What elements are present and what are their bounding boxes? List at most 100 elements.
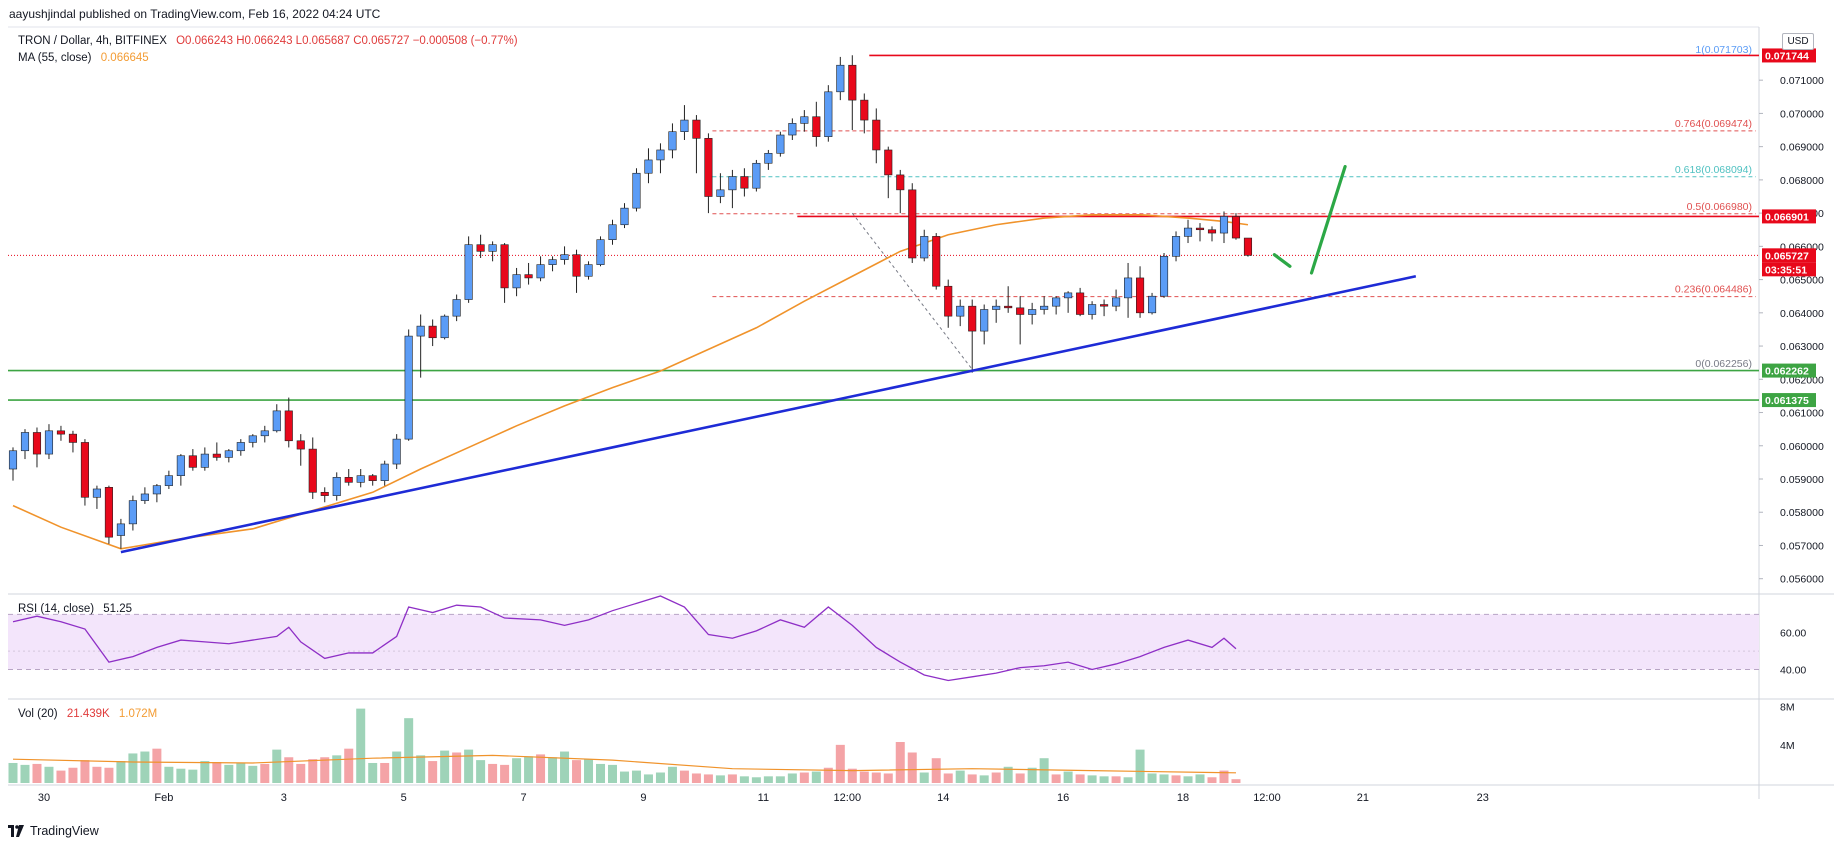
candle <box>464 236 473 303</box>
candle <box>380 460 389 486</box>
candle <box>1004 286 1013 313</box>
volume-bar <box>631 770 641 783</box>
x-tick-label: 12:00 <box>834 792 862 804</box>
candle <box>440 314 449 340</box>
candle <box>428 319 437 347</box>
rsi-label[interactable]: RSI (14, close) <box>18 603 95 615</box>
volume-bar <box>727 774 737 783</box>
candle-body <box>44 430 54 455</box>
candle <box>560 246 569 265</box>
volume-bar <box>128 753 138 783</box>
candle <box>968 299 977 373</box>
volume-bar <box>1219 770 1229 783</box>
candle-body <box>524 274 533 279</box>
symbol-label[interactable]: TRON / Dollar, 4h, BITFINEX <box>18 35 167 47</box>
x-tick-label: 3 <box>281 792 287 804</box>
volume-bar <box>260 763 270 783</box>
candle-body <box>920 236 929 259</box>
candle-body <box>512 274 521 289</box>
candle-body <box>1159 256 1169 297</box>
candle-body <box>248 435 257 443</box>
candle <box>1064 291 1073 313</box>
candle-body <box>1088 304 1097 315</box>
candle <box>1195 223 1205 242</box>
ohlc-readout: O0.066243 H0.066243 L0.065687 C0.065727 … <box>176 35 518 47</box>
candle <box>1124 262 1133 318</box>
fib-label-0: 0(0.062256) <box>1695 358 1752 370</box>
volume-bar <box>188 769 198 783</box>
volume-bar <box>356 708 366 783</box>
footer-brand[interactable]: TradingView <box>30 824 99 838</box>
fib-diagonal <box>851 212 973 370</box>
candle-body <box>152 485 161 495</box>
candle-body <box>884 149 893 176</box>
candle-body <box>716 189 725 197</box>
volume-bar <box>1003 766 1013 783</box>
volume-bar <box>8 762 18 783</box>
candle <box>740 168 749 197</box>
price-label: 0.066901 <box>1765 211 1809 223</box>
candle <box>296 434 305 466</box>
candle-body <box>872 119 881 151</box>
candle-body <box>332 477 341 496</box>
candle <box>176 454 185 486</box>
volume-bar <box>56 770 66 783</box>
candle-body <box>1136 277 1145 314</box>
volume-bar <box>787 773 797 783</box>
candle-body <box>344 477 353 483</box>
candle <box>524 262 533 285</box>
y-tick-label: 0.059000 <box>1780 474 1824 486</box>
candle-body <box>824 91 833 137</box>
candle-body <box>1004 305 1013 309</box>
candle <box>1148 292 1157 315</box>
volume-bar <box>1159 774 1169 783</box>
candle-body <box>1183 227 1193 237</box>
candle <box>8 447 18 481</box>
candle-body <box>236 442 245 452</box>
volume-value: 21.439K <box>66 708 110 720</box>
price-label-box <box>1762 209 1816 224</box>
volume-bar <box>296 763 306 783</box>
candle-body <box>548 259 557 265</box>
candle <box>752 159 761 192</box>
candle <box>164 470 173 489</box>
volume-bar <box>835 744 845 783</box>
candle-body <box>80 442 89 498</box>
volume-bar <box>655 772 665 783</box>
candle <box>788 118 797 140</box>
candle-body <box>56 430 66 435</box>
volume-bar <box>1231 779 1241 783</box>
candle <box>104 485 113 544</box>
price-label-box <box>1762 262 1816 277</box>
candle <box>908 183 917 263</box>
ma-legend: MA (55, close) 0.066645 <box>18 52 149 64</box>
candle <box>764 149 773 170</box>
volume-bar <box>524 756 534 783</box>
candle <box>152 483 161 503</box>
volume-ma-value: 1.072M <box>118 708 158 720</box>
volume-bar <box>404 718 414 783</box>
volume-bar <box>823 767 833 783</box>
price-label: 0.062262 <box>1765 366 1809 378</box>
volume-bar <box>548 757 558 783</box>
candle-body <box>272 410 281 432</box>
candle <box>512 267 521 297</box>
candle-body <box>428 325 437 339</box>
rsi-legend: RSI (14, close) 51.25 <box>18 603 132 615</box>
volume-bar <box>68 767 78 783</box>
candle <box>1171 231 1181 262</box>
candle <box>1183 219 1193 244</box>
candle-body <box>284 410 293 442</box>
candle-body <box>980 309 989 332</box>
x-tick-label: 14 <box>937 792 949 804</box>
ma-label[interactable]: MA (55, close) <box>18 52 92 64</box>
currency-button[interactable]: USD <box>1782 33 1814 50</box>
volume-label[interactable]: Vol (20) <box>18 708 58 720</box>
candle-body <box>680 119 689 132</box>
volume-bar <box>1027 767 1037 783</box>
volume-tick-label: 4M <box>1780 740 1795 752</box>
candle-body <box>92 488 101 498</box>
x-tick-label: 11 <box>758 792 769 804</box>
